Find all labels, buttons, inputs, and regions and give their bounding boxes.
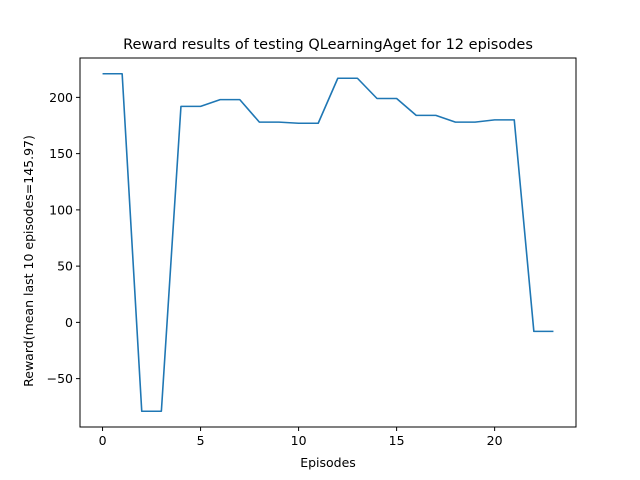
x-tick-label: 15 <box>389 433 405 448</box>
x-tick-label: 10 <box>291 433 307 448</box>
y-axis-ticks: −50 0 50 100 150 200 <box>47 90 80 386</box>
y-tick-label: 0 <box>65 315 73 330</box>
x-axis-ticks: 0 5 10 15 20 <box>99 427 503 448</box>
series-line-0 <box>102 72 554 413</box>
x-tick-label: 5 <box>197 433 205 448</box>
x-axis-label: Episodes <box>300 455 356 470</box>
y-tick-label: 100 <box>49 202 73 217</box>
chart-title: Reward results of testing QLearningAget … <box>123 37 533 53</box>
y-tick-label: 150 <box>49 146 73 161</box>
y-axis-label: Reward(mean last 10 episodes=145.97) <box>21 135 36 387</box>
y-tick-label: 50 <box>57 259 73 274</box>
plot-frame <box>79 57 577 428</box>
y-tick-label: −50 <box>47 371 73 386</box>
x-tick-label: 0 <box>99 433 107 448</box>
series-layer <box>102 72 554 413</box>
x-tick-label: 20 <box>487 433 503 448</box>
y-tick-label: 200 <box>49 90 73 105</box>
